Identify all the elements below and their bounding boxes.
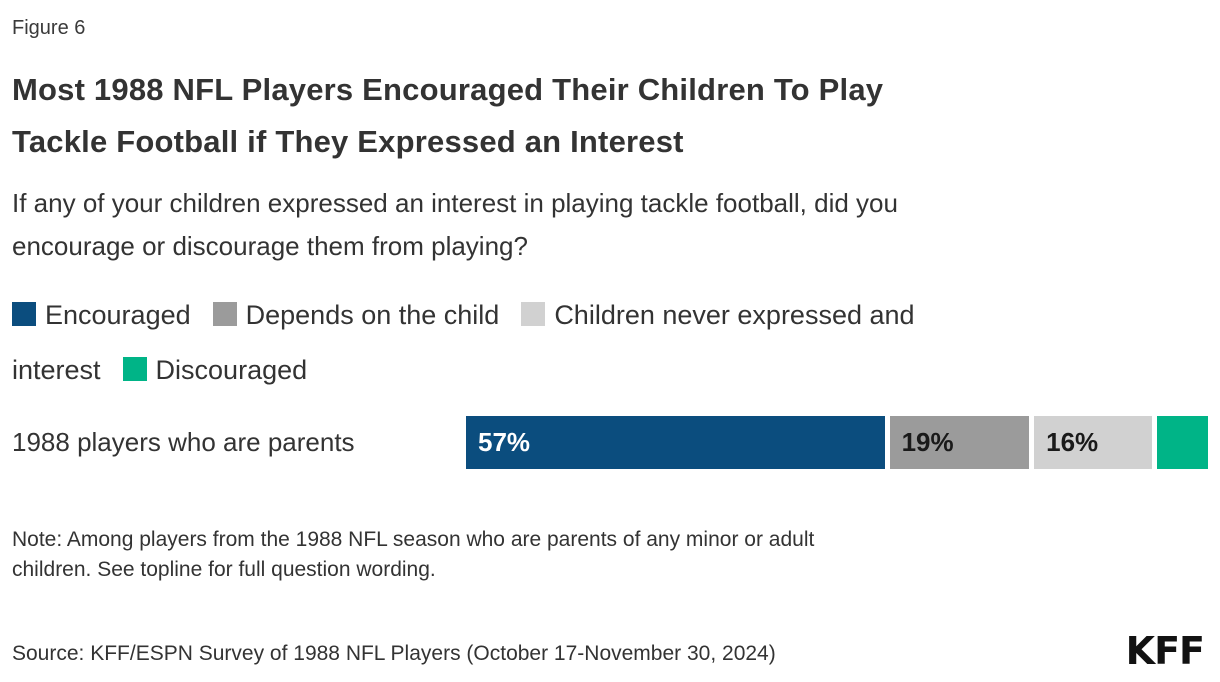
chart-title: Most 1988 NFL Players Encouraged Their C… [12, 72, 884, 159]
legend-label: Encouraged [45, 300, 191, 330]
legend-item-encouraged: Encouraged [12, 300, 191, 330]
bar-segment-value: 19% [901, 427, 954, 457]
legend-swatch-depends-icon [212, 302, 237, 326]
note-text: Note: Among players from the 1988 NFL se… [12, 528, 815, 581]
source-text: Source: KFF/ESPN Survey of 1988 NFL Play… [12, 642, 776, 665]
figure-label: Figure 6 [12, 17, 86, 39]
bar-segment-depends-on-the-child: 19% [889, 416, 1030, 469]
legend-swatch-discouraged-icon [122, 357, 147, 381]
legend-item-children-never-expressed: Children never expressed and interest [12, 300, 915, 385]
legend-swatch-encouraged-icon [12, 302, 36, 326]
bar-segment-children-never-expressed: 16% [1034, 416, 1152, 469]
bar-segment-encouraged: 57% [466, 416, 885, 469]
legend-item-depends-on-the-child: Depends on the child [212, 300, 500, 330]
bar-segment-value: 16% [1046, 427, 1099, 457]
bar-row: 1988 players who are parents 57% 19% 16% [12, 416, 1209, 469]
legend-item-discouraged: Discouraged [122, 355, 308, 385]
chart-subtitle: If any of your children expressed an int… [12, 188, 898, 261]
kff-logo: KFF [1125, 629, 1205, 673]
legend-swatch-never-expressed-icon [521, 302, 546, 326]
legend: Encouraged Depends on the child Children n… [12, 288, 952, 398]
legend-label: Depends on the child [245, 300, 500, 330]
footer: Source: KFF/ESPN Survey of 1988 NFL Play… [12, 629, 1205, 673]
legend-label: Children never expressed and interest [12, 300, 915, 385]
legend-label: Discouraged [155, 355, 308, 385]
bar-segment-discouraged [1156, 416, 1209, 469]
stacked-bar: 57% 19% 16% [466, 416, 1209, 469]
bar-segment-value: 57% [478, 427, 531, 457]
bar-row-label: 1988 players who are parents [12, 427, 355, 457]
